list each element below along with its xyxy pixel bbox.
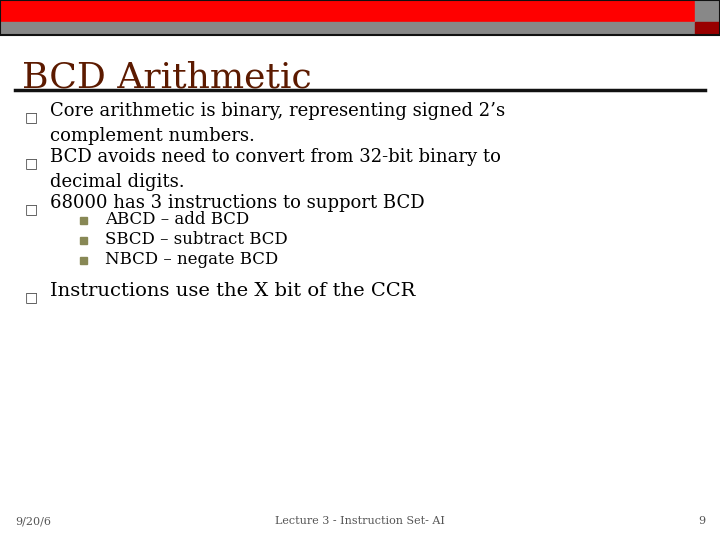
Text: 9/20/6: 9/20/6 [15,516,51,526]
Text: SBCD – subtract BCD: SBCD – subtract BCD [105,232,288,248]
Text: Lecture 3 - Instruction Set- AI: Lecture 3 - Instruction Set- AI [275,516,445,526]
Text: BCD avoids need to convert from 32-bit binary to
decimal digits.: BCD avoids need to convert from 32-bit b… [50,148,501,191]
Bar [80,217,87,224]
Text: 9: 9 [698,516,705,526]
Bar [0,0,695,22]
Text: □: □ [25,110,38,124]
Bar [0,22,695,34]
Text: □: □ [25,156,38,170]
Bar [0,0,720,35]
Text: Core arithmetic is binary, representing signed 2’s
complement numbers.: Core arithmetic is binary, representing … [50,102,505,145]
Text: □: □ [25,202,38,216]
Text: Instructions use the X bit of the CCR: Instructions use the X bit of the CCR [50,282,415,300]
Bar [80,237,87,244]
Bar [80,257,87,264]
Text: NBCD – negate BCD: NBCD – negate BCD [105,252,278,268]
Text: ABCD – add BCD: ABCD – add BCD [105,212,249,228]
Text: BCD Arithmetic: BCD Arithmetic [22,60,312,94]
Bar [695,22,720,34]
Text: □: □ [25,290,38,304]
Text: 68000 has 3 instructions to support BCD: 68000 has 3 instructions to support BCD [50,194,425,212]
Bar [695,0,720,22]
